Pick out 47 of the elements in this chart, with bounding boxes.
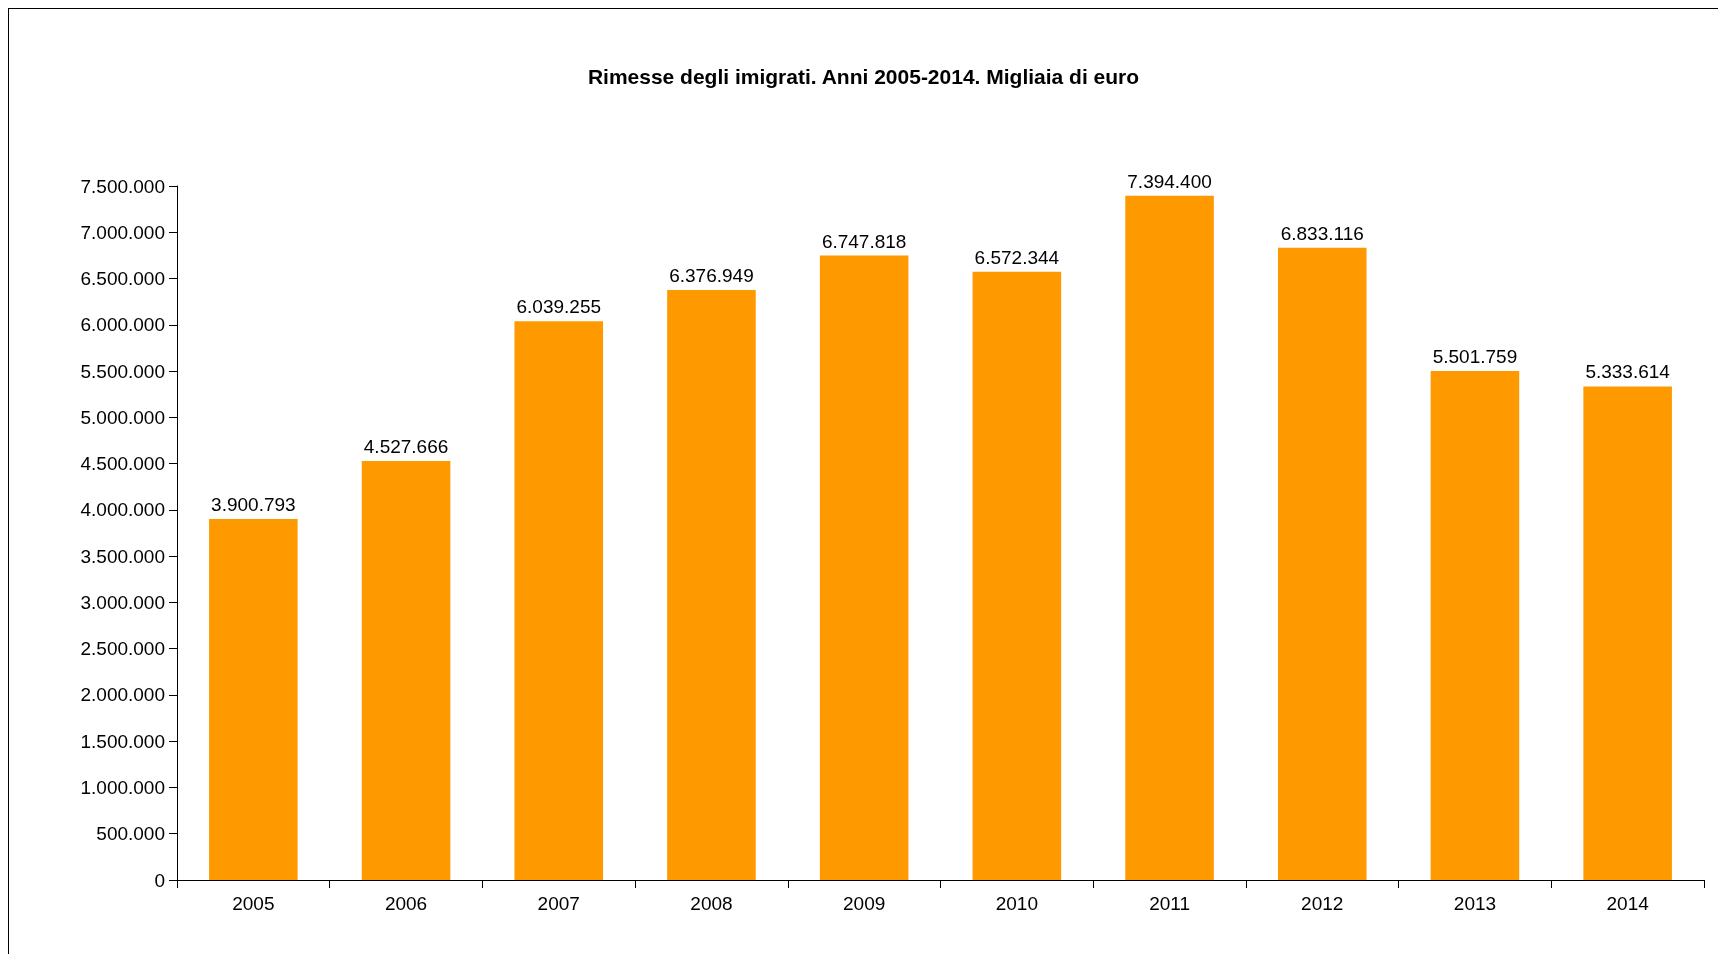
y-tick-label: 3.500.000 [80, 545, 165, 567]
y-tick-label: 1.500.000 [80, 730, 165, 752]
bar [209, 519, 298, 880]
y-tick-label: 7.500.000 [80, 175, 165, 197]
data-label: 3.900.793 [211, 494, 296, 516]
bar [819, 255, 909, 880]
x-tick-label: 2012 [1301, 893, 1344, 914]
x-tick-label: 2005 [232, 893, 275, 914]
x-tick-label: 2006 [384, 893, 428, 914]
data-label: 5.333.614 [1585, 361, 1671, 383]
y-tick-label: 2.000.000 [80, 684, 165, 706]
bar [667, 289, 756, 880]
y-tick-label: 5.500.000 [80, 360, 165, 382]
data-label: 6.039.255 [516, 296, 602, 318]
x-tick-label: 2013 [1453, 893, 1497, 914]
y-tick-label: 7.000.000 [80, 221, 165, 243]
bar [1125, 195, 1214, 880]
y-tick-label: 6.000.000 [80, 314, 165, 336]
data-label: 5.501.759 [1432, 345, 1518, 367]
data-label: 6.376.949 [669, 264, 754, 286]
bar [972, 271, 1062, 880]
bar [361, 461, 451, 880]
chart-title: Rimesse degli imigrati. Anni 2005-2014. Migliaia di euro [587, 65, 1140, 88]
y-tick-label: 5.000.000 [80, 406, 165, 428]
data-label: 7.394.400 [1127, 170, 1212, 192]
data-label: 6.747.818 [821, 230, 907, 252]
y-tick-label: 1.000.000 [80, 776, 165, 798]
data-label: 6.833.116 [1280, 222, 1364, 244]
x-tick-label: 2009 [843, 893, 886, 914]
bar [514, 321, 604, 880]
x-tick-label: 2007 [537, 893, 580, 914]
bar [1277, 247, 1367, 880]
data-label: 6.572.344 [974, 246, 1060, 268]
y-tick-label: 2.500.000 [80, 638, 165, 660]
y-tick-label: 3.000.000 [80, 591, 165, 613]
y-tick-label: 4.000.000 [80, 499, 165, 521]
y-tick-label: 0 [154, 869, 165, 891]
x-tick-label: 2011 [1149, 893, 1190, 914]
y-tick-label: 4.500.000 [80, 453, 165, 475]
bar [1430, 370, 1520, 880]
y-tick-label: 500.000 [96, 823, 165, 845]
bar [1583, 386, 1672, 880]
data-label: 4.527.666 [363, 436, 449, 458]
x-tick-label: 2008 [690, 893, 733, 914]
y-tick-label: 6.500.000 [80, 268, 165, 290]
x-tick-label: 2010 [995, 893, 1038, 914]
x-tick-label: 2014 [1606, 893, 1650, 914]
